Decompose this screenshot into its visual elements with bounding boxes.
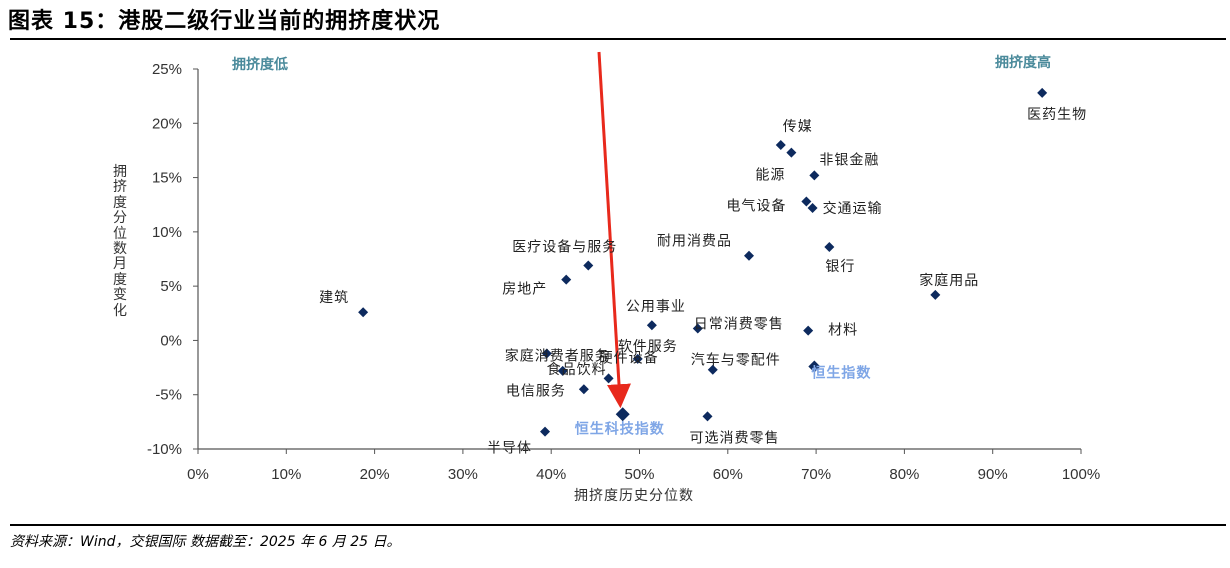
- data-point-marker: [808, 360, 821, 373]
- source-note: 资料来源：Wind，交银国际 数据截至：2025 年 6 月 25 日。: [10, 534, 401, 550]
- y-tick-label: -10%: [147, 441, 182, 458]
- data-point-marker: [540, 426, 551, 437]
- data-point-label: 恒生指数: [811, 364, 871, 381]
- data-point-label: 硬件设备: [599, 349, 659, 366]
- data-point-marker: [775, 140, 786, 150]
- data-point-marker: [707, 364, 718, 375]
- data-point-label: 医药生物: [1027, 107, 1087, 123]
- bottom-rule: [10, 524, 1226, 526]
- data-point-label: 汽车与零配件: [691, 352, 781, 369]
- data-point-marker: [930, 289, 941, 300]
- data-point-marker: [603, 373, 614, 384]
- figure-title: 图表 15：港股二级行业当前的拥挤度状况: [8, 9, 441, 34]
- data-point-marker: [646, 320, 657, 331]
- data-point-label: 家庭用品: [919, 272, 979, 289]
- data-point-label: 软件服务: [618, 339, 678, 355]
- data-point-marker: [702, 411, 713, 422]
- data-point-label: 建筑: [319, 290, 349, 306]
- y-tick-label: 20%: [152, 115, 182, 132]
- x-tick-label: 70%: [801, 466, 831, 483]
- crowding-low-label: 拥挤度低: [232, 56, 288, 73]
- data-point-marker: [807, 202, 818, 213]
- data-point-label: 恒生科技指数: [575, 420, 665, 437]
- x-axis-title: 拥挤度历史分位数: [574, 488, 694, 504]
- x-tick-label: 90%: [978, 466, 1008, 483]
- data-point-marker: [801, 196, 812, 207]
- y-tick-label: 5%: [160, 278, 182, 295]
- data-point-marker: [557, 365, 568, 376]
- x-tick-label: 100%: [1062, 466, 1100, 483]
- data-point-marker: [743, 250, 754, 261]
- y-tick-label: 25%: [152, 61, 182, 78]
- x-tick-label: 0%: [187, 466, 209, 483]
- data-point-label: 电信服务: [506, 383, 566, 399]
- data-point-label: 能源: [755, 168, 785, 184]
- data-point-marker: [632, 353, 643, 364]
- data-point-marker: [803, 325, 814, 336]
- data-point-marker: [809, 170, 820, 181]
- data-point-marker: [786, 147, 797, 158]
- data-point-label: 银行: [825, 259, 855, 275]
- data-point-label: 食品饮料: [547, 361, 607, 378]
- highlight-arrow: [597, 51, 631, 409]
- data-point-marker: [583, 260, 594, 271]
- data-point-label: 家庭消费者服务: [505, 347, 610, 364]
- data-point-marker: [578, 384, 589, 395]
- data-point-label: 公用事业: [626, 299, 686, 315]
- data-point-label: 电气设备: [726, 197, 786, 214]
- data-point-marker: [358, 307, 369, 318]
- y-tick-label: 15%: [152, 170, 182, 187]
- y-tick-label: 10%: [152, 224, 182, 241]
- x-tick-label: 60%: [713, 466, 743, 483]
- y-axis-label: 拥挤度分位数月度变化: [113, 164, 127, 319]
- data-point-label: 医疗设备与服务: [512, 239, 617, 256]
- data-point-marker: [824, 242, 835, 253]
- data-point-label: 可选消费零售: [689, 430, 779, 446]
- x-tick-label: 40%: [536, 466, 566, 483]
- data-point-label: 传媒: [783, 119, 813, 135]
- x-tick-label: 80%: [889, 466, 919, 483]
- data-point-marker: [692, 323, 703, 334]
- data-point-label: 半导体: [487, 441, 532, 457]
- x-tick-label: 50%: [624, 466, 654, 483]
- crowding-high-label: 拥挤度高: [995, 54, 1051, 71]
- data-point-label: 房地产: [502, 282, 547, 298]
- x-tick-label: 10%: [271, 466, 301, 483]
- data-point-marker: [615, 407, 630, 422]
- x-tick-label: 30%: [448, 466, 478, 483]
- y-tick-label: 0%: [160, 332, 182, 349]
- data-point-label: 材料: [828, 323, 858, 339]
- data-point-label: 耐用消费品: [657, 234, 732, 250]
- data-point-label: 日常消费零售: [694, 316, 784, 332]
- data-point-label: 交通运输: [823, 200, 883, 217]
- data-point-marker: [561, 274, 572, 285]
- y-tick-label: -5%: [155, 387, 182, 404]
- data-point-marker: [541, 348, 552, 359]
- top-rule: [10, 38, 1226, 40]
- data-point-label: 非银金融: [819, 152, 879, 168]
- data-point-marker: [1037, 87, 1048, 98]
- x-tick-label: 20%: [360, 466, 390, 483]
